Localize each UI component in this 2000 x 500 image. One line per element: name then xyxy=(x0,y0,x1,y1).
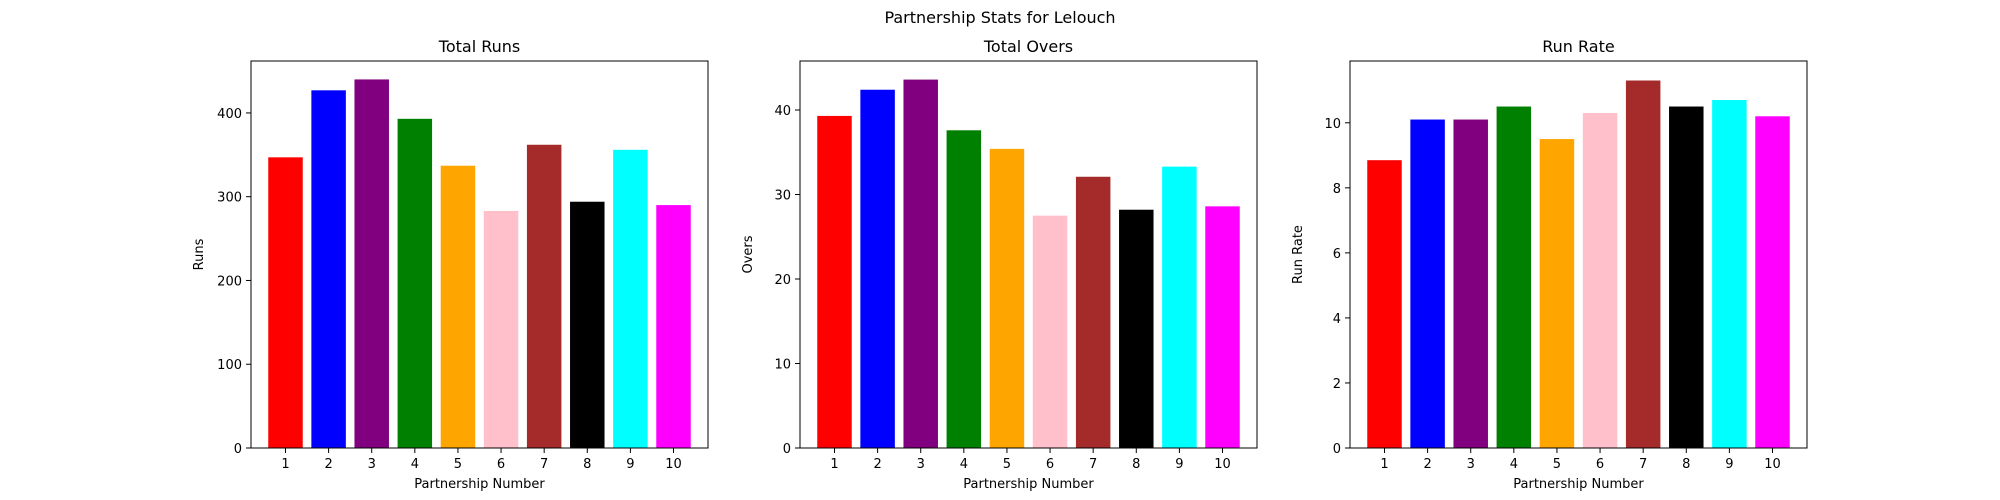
x-tick-label-4: 4 xyxy=(960,457,968,472)
y-tick-label-0: 0 xyxy=(1333,442,1341,457)
x-tick-label-8: 8 xyxy=(1132,457,1140,472)
bar-1 xyxy=(1367,160,1402,448)
bar-9 xyxy=(613,149,648,449)
x-tick-label-3: 3 xyxy=(368,457,376,472)
x-tick-label-2: 2 xyxy=(1423,457,1431,472)
bar-10 xyxy=(656,205,691,448)
bar-3 xyxy=(1453,119,1488,448)
bar-9 xyxy=(1162,166,1197,448)
x-tick-label-6: 6 xyxy=(1596,457,1604,472)
bar-6 xyxy=(1582,113,1618,448)
x-tick-label-8: 8 xyxy=(583,457,591,472)
y-tick-label-10: 10 xyxy=(1324,117,1341,132)
x-tick-label-10: 10 xyxy=(665,457,682,472)
y-tick-label-6: 6 xyxy=(1333,247,1341,262)
x-tick-label-3: 3 xyxy=(1467,457,1475,472)
x-tick-label-9: 9 xyxy=(626,457,634,472)
x-tick-label-1: 1 xyxy=(1380,457,1388,472)
y-tick-label-200: 200 xyxy=(217,274,242,289)
bar-8 xyxy=(1669,106,1704,448)
bar-5 xyxy=(1539,139,1575,449)
plot-frame xyxy=(1349,60,1808,449)
bar-10 xyxy=(1755,116,1790,448)
bar-1 xyxy=(817,115,852,449)
bar-2 xyxy=(860,89,895,448)
bar-7 xyxy=(1625,80,1661,448)
y-tick-label-4: 4 xyxy=(1333,312,1341,327)
x-tick-label-2: 2 xyxy=(873,457,881,472)
x-tick-label-1: 1 xyxy=(281,457,289,472)
y-tick-label-10: 10 xyxy=(774,358,791,373)
bar-3 xyxy=(354,79,389,449)
y-tick-label-0: 0 xyxy=(234,442,242,457)
bar-4 xyxy=(946,130,982,449)
x-axis-label: Partnership Number xyxy=(1513,477,1644,492)
plot-frame xyxy=(799,60,1258,449)
y-tick-label-40: 40 xyxy=(774,104,791,119)
y-axis-label: Overs xyxy=(741,235,756,273)
bar-1 xyxy=(268,157,303,448)
y-tick-label-30: 30 xyxy=(774,189,791,204)
x-tick-label-1: 1 xyxy=(830,457,838,472)
y-tick-label-0: 0 xyxy=(783,442,791,457)
bar-5 xyxy=(989,148,1025,448)
x-tick-label-7: 7 xyxy=(1089,457,1097,472)
bar-6 xyxy=(483,210,519,448)
bar-10 xyxy=(1205,206,1240,448)
bar-4 xyxy=(1496,106,1532,448)
y-tick-label-100: 100 xyxy=(217,358,242,373)
bar-3 xyxy=(903,79,938,448)
bar-4 xyxy=(397,118,433,449)
bar-7 xyxy=(526,144,562,448)
y-tick-label-20: 20 xyxy=(774,273,791,288)
x-tick-label-10: 10 xyxy=(1764,457,1781,472)
x-tick-label-9: 9 xyxy=(1175,457,1183,472)
x-tick-label-9: 9 xyxy=(1725,457,1733,472)
bar-2 xyxy=(311,90,346,448)
y-tick-label-300: 300 xyxy=(217,191,242,206)
y-tick-label-400: 400 xyxy=(217,107,242,122)
x-tick-label-5: 5 xyxy=(1553,457,1561,472)
bar-2 xyxy=(1410,119,1445,448)
y-axis-label: Run Rate xyxy=(1291,225,1306,284)
bar-9 xyxy=(1712,100,1747,448)
y-tick-label-2: 2 xyxy=(1333,377,1341,392)
x-tick-label-8: 8 xyxy=(1682,457,1690,472)
x-tick-label-6: 6 xyxy=(1046,457,1054,472)
bar-6 xyxy=(1032,215,1068,448)
x-tick-label-5: 5 xyxy=(454,457,462,472)
chart-title: Total Overs xyxy=(983,37,1073,56)
chart-title: Run Rate xyxy=(1542,37,1614,56)
x-tick-label-4: 4 xyxy=(1510,457,1518,472)
bar-8 xyxy=(1119,209,1154,448)
x-tick-label-4: 4 xyxy=(411,457,419,472)
chart-title: Total Runs xyxy=(438,37,520,56)
x-tick-label-7: 7 xyxy=(540,457,548,472)
x-axis-label: Partnership Number xyxy=(963,477,1094,492)
x-axis-label: Partnership Number xyxy=(414,477,545,492)
x-tick-label-6: 6 xyxy=(497,457,505,472)
x-tick-label-7: 7 xyxy=(1639,457,1647,472)
plot-frame xyxy=(250,60,709,449)
x-tick-label-10: 10 xyxy=(1214,457,1231,472)
bar-7 xyxy=(1075,176,1111,448)
x-tick-label-2: 2 xyxy=(324,457,332,472)
y-axis-label: Runs xyxy=(192,238,207,270)
bar-8 xyxy=(570,201,605,448)
x-tick-label-3: 3 xyxy=(917,457,925,472)
x-tick-label-5: 5 xyxy=(1003,457,1011,472)
figure-suptitle: Partnership Stats for Lelouch xyxy=(884,8,1116,27)
bar-5 xyxy=(440,165,476,448)
y-tick-label-8: 8 xyxy=(1333,182,1341,197)
